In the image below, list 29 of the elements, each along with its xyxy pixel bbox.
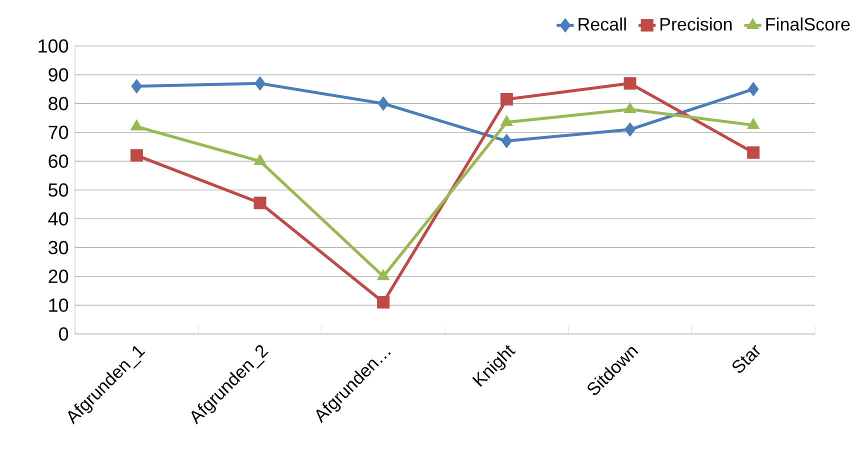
point (500, 93, 513, 106)
y-tick-label: 30 (48, 240, 68, 254)
point (500, 115, 513, 126)
point (624, 102, 636, 114)
legend-label: Precision (660, 17, 732, 31)
point (130, 149, 143, 162)
legend-label: FinalScore (766, 17, 850, 31)
point (747, 146, 760, 159)
point (624, 77, 636, 90)
y-tick-label: 90 (48, 68, 68, 82)
point (254, 76, 266, 91)
y-tick-label: 10 (49, 298, 68, 312)
point (254, 196, 266, 210)
legend-label: Recall (578, 17, 626, 31)
point (378, 96, 389, 111)
y-tick-label: 50 (48, 183, 68, 197)
y-tick-label: 0 (59, 327, 68, 341)
y-tick-label: 60 (48, 154, 68, 168)
y-tick-label: 20 (48, 270, 68, 284)
point (748, 82, 759, 96)
x-tick-label: Star (732, 345, 760, 373)
y-tick-label: 100 (38, 39, 68, 53)
y-tick-label: 40 (48, 212, 68, 226)
y-tick-label: 80 (48, 96, 68, 110)
point (624, 122, 636, 137)
point (377, 296, 390, 309)
point (501, 134, 512, 148)
point (131, 79, 142, 94)
y-tick-label: 70 (48, 126, 68, 140)
